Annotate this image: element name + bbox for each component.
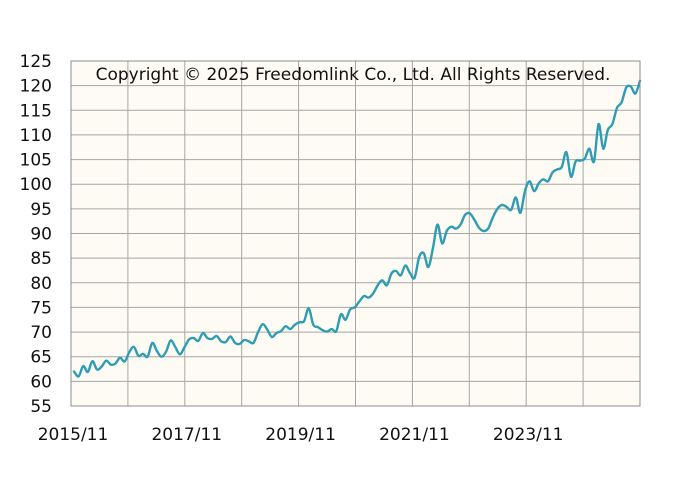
copyright-annotation: Copyright © 2025 Freedomlink Co., Ltd. A…	[96, 65, 611, 85]
y-tick-label: 80	[30, 274, 52, 294]
y-tick-label: 55	[30, 397, 52, 417]
y-tick-label: 100	[20, 175, 52, 195]
y-tick-label: 85	[30, 249, 52, 269]
y-tick-label: 60	[30, 372, 52, 392]
y-tick-label: 90	[30, 225, 52, 245]
y-tick-label: 65	[30, 348, 52, 368]
y-axis-tick-labels: 55 60 65 70 75 80 85 90 95 100 105 110 115 120 125	[20, 52, 52, 417]
x-tick-label: 2019/11	[265, 425, 336, 445]
x-axis-tick-labels: 2015/11 2017/11 2019/11 2021/11 2023/11	[38, 425, 564, 445]
y-tick-label: 120	[20, 77, 52, 97]
y-tick-label: 115	[20, 101, 52, 121]
x-tick-label: 2023/11	[493, 425, 564, 445]
plot-frame	[70, 60, 641, 407]
y-tick-label: 70	[30, 323, 52, 343]
x-tick-label: 2021/11	[379, 425, 450, 445]
x-tick-label: 2015/11	[38, 425, 109, 445]
y-tick-label: 105	[20, 151, 52, 171]
y-tick-label: 75	[30, 298, 52, 318]
y-tick-label: 125	[20, 52, 52, 72]
y-tick-label: 95	[30, 200, 52, 220]
x-tick-label: 2017/11	[151, 425, 222, 445]
series-line	[72, 79, 642, 378]
y-tick-label: 110	[20, 126, 52, 146]
